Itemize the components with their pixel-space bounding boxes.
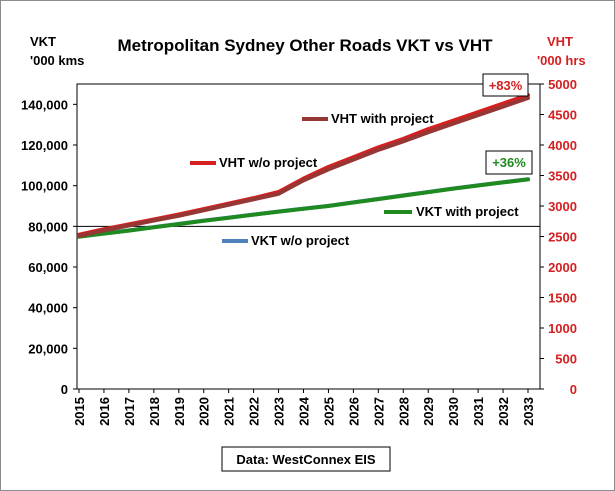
x-tick-label-10: 2025 <box>321 397 336 426</box>
x-tick-label-12: 2027 <box>371 397 386 426</box>
x-tick-label-13: 2028 <box>396 397 411 426</box>
left-tick-label-0: 0 <box>61 382 68 397</box>
right-tick-label-4: 2000 <box>548 260 577 275</box>
right-tick-label-7: 3500 <box>548 169 577 184</box>
left-axis-label-line1: VKT <box>30 34 56 49</box>
annotation-vht-increase-box <box>482 73 529 97</box>
x-tick-label-5: 2020 <box>197 397 212 426</box>
legend-label-vkt-with-project: VKT with project <box>416 204 519 219</box>
x-tick-label-18: 2033 <box>521 397 536 426</box>
legend-label-vkt-wo-project: VKT w/o project <box>251 233 350 248</box>
annotation-vht-increase: +83% <box>482 73 529 97</box>
left-tick-label-1: 20,000 <box>28 341 68 356</box>
right-tick-label-3: 1500 <box>548 291 577 306</box>
chart-title: Metropolitan Sydney Other Roads VKT vs V… <box>117 36 493 55</box>
right-tick-label-6: 3000 <box>548 199 577 214</box>
annotation-vkt-increase: +36% <box>485 150 533 175</box>
legend-vht-with-project: VHT with project <box>302 111 434 126</box>
x-tick-label-17: 2032 <box>496 397 511 426</box>
right-tick-label-1: 500 <box>555 352 577 367</box>
x-tick-label-9: 2024 <box>297 396 312 426</box>
right-tick-label-9: 4500 <box>548 108 577 123</box>
legend-label-vht-wo-project: VHT w/o project <box>219 155 318 170</box>
left-axis-label-line2: '000 kms <box>30 53 84 68</box>
source-note: Data: WestConnex EIS <box>221 446 391 472</box>
x-tick-label-8: 2023 <box>272 397 287 426</box>
annotation-vkt-increase-box <box>485 150 533 175</box>
series-line-vht-with-project <box>77 96 530 238</box>
left-tick-label-2: 40,000 <box>28 301 68 316</box>
x-tick-label-15: 2030 <box>446 397 461 426</box>
x-tick-label-6: 2021 <box>222 397 237 426</box>
right-tick-label-5: 2500 <box>548 230 577 245</box>
right-tick-label-2: 1000 <box>548 321 577 336</box>
left-tick-label-3: 60,000 <box>28 260 68 275</box>
plot-area <box>76 83 541 390</box>
x-tick-label-7: 2022 <box>247 397 262 426</box>
right-tick-label-10: 5000 <box>548 77 577 92</box>
legend-label-vht-with-project: VHT with project <box>331 111 434 126</box>
legend-vht-wo-project: VHT w/o project <box>190 155 318 170</box>
x-tick-label-16: 2031 <box>471 397 486 426</box>
left-tick-label-6: 120,000 <box>21 138 68 153</box>
source-note-box <box>221 446 391 472</box>
source-note-text: Data: WestConnex EIS <box>236 452 376 467</box>
right-tick-label-0: 0 <box>570 382 577 397</box>
right-axis-label-line2: '000 hrs <box>537 53 586 68</box>
x-tick-label-14: 2029 <box>421 397 436 426</box>
left-tick-label-4: 80,000 <box>28 219 68 234</box>
x-tick-label-11: 2026 <box>346 397 361 426</box>
legend-vkt-wo-project: VKT w/o project <box>222 233 350 248</box>
left-tick-label-5: 100,000 <box>21 179 68 194</box>
annotation-vkt-increase-text: +36% <box>492 155 526 170</box>
x-tick-label-2: 2017 <box>122 397 137 426</box>
right-axis-label-line1: VHT <box>547 34 573 49</box>
annotation-vht-increase-text: +83% <box>489 78 523 93</box>
x-tick-label-0: 2015 <box>72 397 87 426</box>
x-tick-label-1: 2016 <box>97 397 112 426</box>
left-tick-label-7: 140,000 <box>21 97 68 112</box>
series-line-vkt-with-project <box>77 177 530 239</box>
x-tick-label-3: 2018 <box>147 397 162 426</box>
x-tick-label-4: 2019 <box>172 397 187 426</box>
right-tick-label-8: 4000 <box>548 138 577 153</box>
legend-vkt-with-project: VKT with project <box>384 204 519 219</box>
